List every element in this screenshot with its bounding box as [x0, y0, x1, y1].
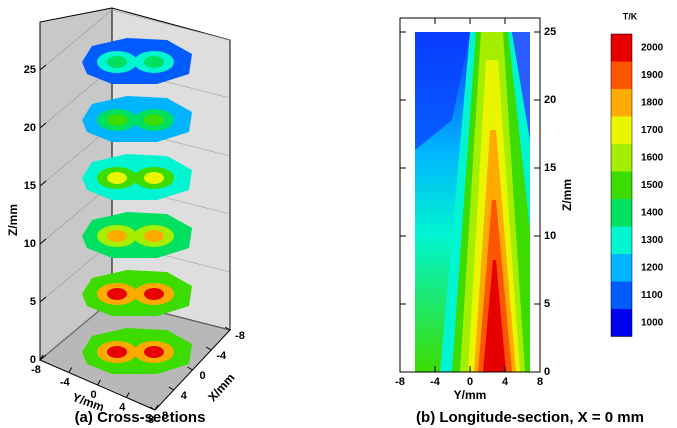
slices: [82, 38, 192, 374]
x-tick: [187, 366, 193, 371]
hot-spot: [144, 346, 164, 358]
x-tick-label: 4: [502, 376, 509, 388]
colorbar-swatch: [611, 89, 632, 117]
z-axis-label: Z/mm: [560, 179, 574, 211]
y-tick-label: -8: [31, 364, 41, 376]
z-tick: [39, 122, 47, 129]
colorbar-swatch: [611, 226, 632, 254]
x-tick-label: 0: [467, 376, 473, 388]
x-tick: [205, 346, 212, 351]
grid-line: [39, 9, 231, 71]
cross-sections-panel: Z/mm Y/mm X/mm (a) Cross-sections 051015…: [6, 7, 245, 426]
z-tick: [39, 180, 47, 187]
colorbar-label: 1100: [641, 290, 663, 301]
colorbar-swatch: [611, 144, 632, 172]
y-tick-label: 0: [90, 389, 96, 401]
contour-band: [415, 32, 470, 150]
hot-spot: [107, 56, 127, 68]
z-tick: [39, 238, 47, 245]
colorbar-label: 1400: [641, 207, 664, 218]
y-tick-label: 0: [544, 366, 550, 378]
x-axis-label: X/mm: [205, 371, 237, 405]
hot-spot: [107, 114, 127, 126]
x-tick: [168, 386, 175, 391]
z-tick: [39, 296, 47, 303]
colorbar-label: 1600: [641, 152, 664, 163]
colorbar-swatch: [611, 309, 632, 337]
y-tick: [68, 367, 73, 373]
caption: (b) Longitude-section, X = 0 mm: [416, 409, 644, 426]
z-tick: [39, 64, 47, 71]
y-tick: [97, 379, 101, 386]
colorbar-label: 1300: [641, 235, 664, 246]
x-tick-label: -4: [430, 376, 441, 388]
colorbar-label: 1800: [641, 97, 664, 108]
z-tick-label: 25: [24, 64, 36, 76]
y-tick-label: 5: [544, 298, 550, 310]
colorbar-label: 1500: [641, 180, 664, 191]
colorbar-swatch: [611, 116, 632, 144]
hot-spot: [107, 172, 127, 184]
hot-spot: [144, 288, 164, 300]
y-tick-label: -4: [60, 376, 71, 388]
longitude-panel: Z/mm Y/mm (b) Longitude-section, X = 0 m…: [395, 11, 664, 426]
colorbar-swatch: [611, 199, 632, 227]
x-tick-label: 0: [199, 370, 205, 382]
colorbar-frame: [610, 33, 633, 337]
hot-spot: [144, 56, 164, 68]
y-tick: [125, 392, 130, 398]
x-tick-label: 4: [181, 390, 188, 402]
colorbar-swatch: [611, 34, 632, 62]
hot-spot: [107, 230, 127, 242]
colorbar-label: 1900: [641, 70, 664, 81]
hot-spot: [107, 346, 127, 358]
x-tick-label: -8: [235, 330, 245, 342]
z-tick-label: 20: [24, 122, 36, 134]
colorbar-swatch: [611, 61, 632, 89]
z-tick-label: 5: [30, 296, 36, 308]
colorbar-label: 2000: [641, 42, 664, 53]
z-tick-label: 0: [30, 354, 36, 366]
x-tick: [149, 406, 156, 411]
colorbar-label: 1200: [641, 262, 664, 273]
hot-spot: [144, 114, 164, 126]
y-tick-label: 25: [544, 26, 556, 38]
hot-spot: [107, 288, 127, 300]
colorbar-swatch: [611, 254, 632, 282]
colorbar-label: 1000: [641, 317, 664, 328]
y-tick-label: 10: [544, 230, 556, 242]
y-tick: [154, 404, 159, 411]
z-tick-label: 10: [24, 238, 36, 250]
y-tick-label: 8: [148, 414, 154, 426]
colorbar-title: T/K: [623, 11, 638, 21]
colorbar-label: 1700: [641, 125, 664, 136]
colorbar-swatch: [611, 171, 632, 199]
caption: (a) Cross-sections: [75, 409, 206, 426]
x-tick-label: -8: [395, 376, 405, 388]
hot-spot: [144, 230, 164, 242]
y-tick-label: 15: [544, 162, 556, 174]
y-tick: [39, 354, 44, 361]
contour-band: [512, 32, 530, 140]
z-tick-label: 15: [24, 180, 36, 192]
x-tick: [224, 326, 231, 331]
contour-band: [483, 260, 506, 372]
x-tick-label: 8: [162, 410, 168, 422]
x-tick-label: -4: [216, 350, 227, 362]
colorbar-swatch: [611, 281, 632, 309]
y-axis-label: Y/mm: [454, 388, 487, 402]
y-tick-label: 4: [119, 401, 126, 413]
y-tick-label: 20: [544, 94, 556, 106]
z-axis-label: Z/mm: [6, 204, 20, 236]
hot-spot: [144, 172, 164, 184]
x-tick-label: 8: [537, 376, 543, 388]
